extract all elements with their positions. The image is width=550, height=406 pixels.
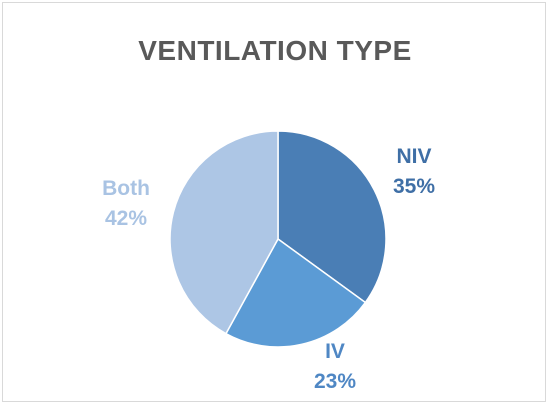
chart-title: VENTILATION TYPE — [138, 35, 412, 66]
pie-labels: NIV 35% IV 23% Both 42% — [102, 145, 435, 393]
pie-chart: NIV 35% IV 23% Both 42% — [102, 130, 435, 393]
slice-value-niv: 35% — [393, 175, 435, 198]
slice-label-niv: NIV — [396, 145, 431, 168]
slice-label-both: Both — [102, 177, 150, 200]
pie-slices — [169, 130, 387, 348]
chart-frame: VENTILATION TYPE NIV 35% IV 23% Both 42% — [2, 2, 546, 402]
pie-slice-iv — [224, 237, 367, 348]
pie-slice-niv — [277, 130, 387, 304]
slice-value-both: 42% — [105, 207, 147, 230]
pie-slice-both — [169, 130, 279, 335]
slice-value-iv: 23% — [314, 370, 356, 393]
slice-label-iv: IV — [325, 340, 345, 363]
